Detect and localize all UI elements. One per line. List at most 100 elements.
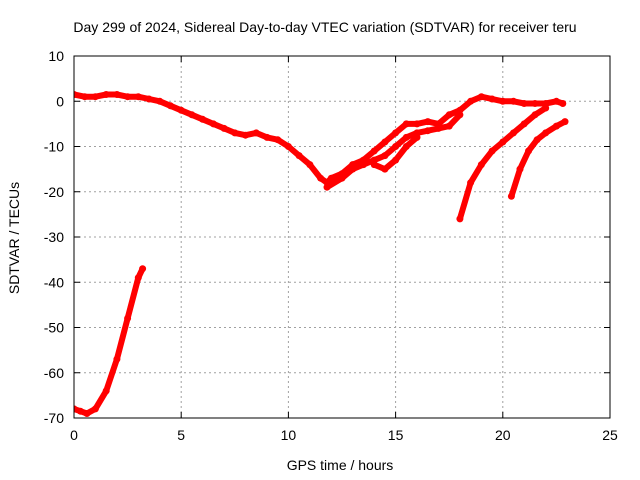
branch-14h-point: [381, 165, 389, 173]
rise-18h-point: [520, 120, 528, 128]
main-trace-point: [242, 131, 249, 139]
y-tick-label: -30: [44, 229, 64, 245]
rise-18h-point: [477, 161, 485, 169]
y-tick-label: 0: [56, 93, 64, 109]
x-tick-label: 20: [495, 427, 511, 443]
secondary-branch-point: [402, 133, 410, 141]
secondary-branch-point: [381, 152, 389, 160]
main-trace-point: [220, 124, 228, 132]
low-arc-point: [124, 314, 132, 322]
main-trace-point: [317, 174, 325, 182]
main-trace-point: [102, 91, 110, 98]
branch-14h-point: [402, 143, 410, 150]
low-arc-point: [74, 405, 78, 413]
x-tick-label: 0: [70, 427, 78, 443]
secondary-branch-point: [424, 127, 432, 135]
rise-20h-point: [552, 122, 560, 130]
rise-20h-point: [561, 118, 569, 126]
main-trace-point: [295, 152, 303, 160]
main-trace-point: [531, 100, 539, 107]
rise-18h-point: [467, 179, 475, 187]
main-trace-point: [413, 120, 421, 128]
y-tick-label: 10: [48, 48, 64, 64]
main-trace-point: [499, 97, 507, 105]
main-trace-point: [559, 100, 567, 107]
rise-20h-point: [507, 192, 515, 200]
main-trace-point: [156, 97, 164, 105]
main-trace-point: [209, 120, 217, 128]
low-arc-point: [102, 387, 110, 395]
main-trace-point: [263, 133, 271, 141]
main-trace-point: [552, 97, 560, 105]
rise-20h-point: [525, 147, 532, 155]
x-tick-label: 25: [602, 427, 618, 443]
main-trace-point: [488, 95, 496, 103]
rise-20h-point: [516, 165, 524, 173]
secondary-branch-point: [456, 111, 464, 119]
low-arc-point: [139, 265, 147, 273]
main-trace-point: [327, 174, 335, 182]
secondary-branch-point: [323, 183, 331, 191]
main-trace-point: [177, 106, 185, 114]
main-trace-point: [510, 97, 517, 105]
main-trace-point: [424, 118, 432, 126]
rise-18h-point: [531, 111, 539, 119]
rise-18h-point: [456, 215, 464, 223]
branch-14h-point: [413, 133, 421, 141]
branch-14h-point: [370, 161, 378, 169]
main-trace-line: [74, 91, 566, 186]
main-trace-point: [381, 138, 389, 146]
x-tick-label: 10: [281, 427, 297, 443]
chart-title: Day 299 of 2024, Sidereal Day-to-day VTE…: [73, 19, 576, 35]
secondary-branch-point: [445, 122, 453, 130]
rise-20h-line: [508, 118, 568, 200]
main-trace-point: [467, 97, 475, 105]
main-trace-point: [145, 95, 153, 103]
y-tick-label: -50: [44, 320, 64, 336]
low-arc-point: [134, 274, 142, 282]
y-tick-label: -10: [44, 139, 64, 155]
x-tick-label: 5: [177, 427, 185, 443]
secondary-branch-point: [349, 165, 357, 173]
y-axis-title: SDTVAR / TECUs: [6, 182, 22, 294]
rise-20h-point: [533, 136, 541, 144]
rise-18h-point: [510, 129, 517, 137]
y-tick-label: -40: [44, 274, 64, 290]
main-trace-point: [402, 120, 410, 128]
low-arc-point: [113, 355, 121, 363]
main-trace-point: [306, 161, 314, 169]
rise-18h-point: [499, 138, 507, 146]
secondary-branch-point: [359, 161, 367, 169]
main-trace-point: [167, 102, 174, 110]
x-tick-label: 15: [388, 427, 404, 443]
main-trace-point: [74, 91, 78, 98]
rise-20h-point: [542, 129, 550, 137]
main-trace-point: [284, 143, 292, 150]
data-series-layer: [74, 91, 569, 417]
main-trace-point: [113, 91, 121, 98]
main-trace-point: [91, 93, 99, 101]
main-trace-point: [445, 111, 453, 119]
main-trace-point: [520, 100, 528, 107]
main-trace-point: [274, 136, 282, 144]
main-trace-point: [134, 93, 142, 101]
branch-14h-point: [392, 156, 400, 164]
main-trace-point: [477, 93, 485, 101]
main-trace-point: [81, 93, 89, 101]
y-tick-label: -20: [44, 184, 64, 200]
secondary-branch-point: [435, 124, 442, 132]
low-arc-point: [76, 407, 84, 415]
rise-18h-point: [542, 104, 550, 112]
low-arc-point: [83, 410, 91, 417]
main-trace-point: [252, 129, 260, 137]
main-trace-point: [124, 93, 132, 101]
grid: [74, 56, 610, 418]
x-axis-title: GPS time / hours: [287, 457, 394, 473]
secondary-branch-point: [392, 143, 400, 150]
low-arc-point: [91, 405, 99, 413]
rise-18h-point: [488, 147, 496, 155]
main-trace-point: [370, 147, 378, 155]
secondary-branch-point: [338, 174, 346, 182]
main-trace-point: [392, 129, 400, 137]
